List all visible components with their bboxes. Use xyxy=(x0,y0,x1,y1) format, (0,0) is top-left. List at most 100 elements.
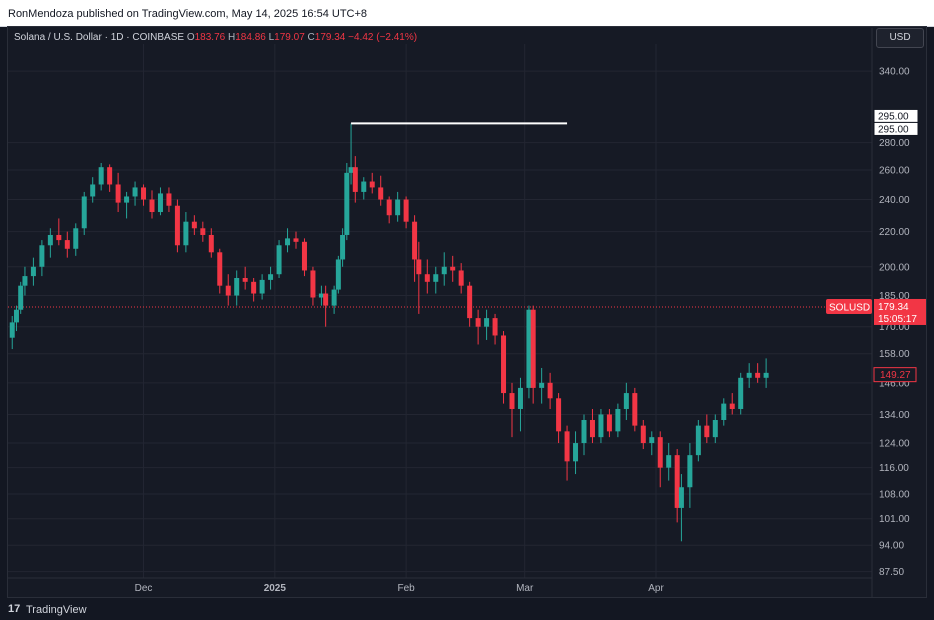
candle-body xyxy=(501,335,507,394)
candle-body xyxy=(412,221,418,260)
candle-body xyxy=(729,403,735,409)
candle-body xyxy=(276,245,282,275)
candle-body xyxy=(285,238,291,246)
candle-body xyxy=(301,241,307,271)
candle-body xyxy=(573,443,579,462)
candle-body xyxy=(141,187,147,200)
candle-body xyxy=(433,274,439,282)
candle-body xyxy=(492,318,498,336)
last-price-label: 179.34 xyxy=(878,302,909,313)
candle-body xyxy=(191,221,197,229)
candle-body xyxy=(738,377,744,409)
candle-body xyxy=(589,419,595,438)
candle-body xyxy=(166,193,172,206)
y-tick-label: 185.00 xyxy=(879,291,910,302)
candle-body xyxy=(623,393,629,409)
candle-body xyxy=(124,196,130,203)
x-tick-label: Feb xyxy=(398,583,416,594)
candle-body xyxy=(721,403,727,420)
candle-body xyxy=(293,238,299,242)
candle-body xyxy=(556,398,562,432)
candle-body xyxy=(632,393,638,426)
last-price-box xyxy=(874,298,926,325)
candle-body xyxy=(13,309,19,323)
y-tick-label: 146.00 xyxy=(879,378,910,389)
x-tick-label: Dec xyxy=(135,583,153,594)
y-tick-label: 170.00 xyxy=(879,322,910,333)
candle-body xyxy=(331,289,337,306)
candle-body xyxy=(157,193,163,213)
candle-body xyxy=(81,196,87,229)
marker-price-label: 149.27 xyxy=(880,370,911,381)
candle-body xyxy=(678,487,684,508)
candle-body xyxy=(517,387,523,409)
candle-body xyxy=(22,276,28,286)
symbol-tag-box xyxy=(826,298,872,314)
high-label: H xyxy=(228,32,236,43)
high-value: 184.86 xyxy=(235,32,266,43)
candle-body xyxy=(598,414,604,438)
tradingview-logo-icon[interactable]: 17 xyxy=(8,603,21,615)
candle-body xyxy=(242,277,248,282)
candle-body xyxy=(386,199,392,216)
y-tick-label: 116.00 xyxy=(879,463,909,474)
candle-body xyxy=(526,309,532,388)
candle-body xyxy=(395,199,401,216)
candle-body xyxy=(484,318,490,327)
candle-body xyxy=(340,234,346,260)
candle-body xyxy=(352,167,358,192)
candle-body xyxy=(539,382,545,388)
open-value: 183.76 xyxy=(194,32,226,43)
candle-body xyxy=(450,266,456,271)
candle-body xyxy=(90,184,96,197)
candle-body xyxy=(149,199,155,213)
footer: 17 TradingView xyxy=(0,598,934,620)
candle-body xyxy=(581,419,587,444)
candle-body xyxy=(268,274,274,280)
candle-body xyxy=(259,279,265,294)
symbol-label[interactable]: Solana / U.S. Dollar · 1D · COINBASE xyxy=(14,32,185,43)
candle-body xyxy=(107,167,113,185)
candle-body xyxy=(208,234,214,253)
chart-frame xyxy=(7,26,927,598)
candle-body xyxy=(615,408,621,432)
candle-body xyxy=(369,181,375,188)
candle-body xyxy=(458,270,464,286)
candle-body xyxy=(712,419,718,438)
candle-body xyxy=(98,167,104,185)
candle-body xyxy=(251,281,257,294)
candle-body xyxy=(361,181,367,192)
x-tick-label: Mar xyxy=(516,583,534,594)
y-tick-label: 134.00 xyxy=(879,410,910,421)
resistance-price-label: 295.00 xyxy=(878,124,909,135)
candle-body xyxy=(132,187,138,197)
resistance-price-label: 295.00 xyxy=(878,111,909,122)
candle-body xyxy=(674,455,680,508)
candle-body xyxy=(39,245,45,267)
candle-body xyxy=(217,252,223,286)
y-tick-label: 200.00 xyxy=(879,262,910,273)
y-tick-label: 158.00 xyxy=(879,349,910,360)
candle-body xyxy=(666,455,672,468)
candle-body xyxy=(9,322,15,338)
candle-body xyxy=(73,228,79,249)
chart-legend: Solana / U.S. Dollar · 1D · COINBASE O18… xyxy=(14,32,417,43)
currency-button[interactable]: USD xyxy=(876,28,924,48)
candle-body xyxy=(746,372,752,378)
candle-body xyxy=(318,293,324,298)
candle-body xyxy=(695,425,701,456)
candle-body xyxy=(115,184,121,203)
candle-body xyxy=(530,309,536,388)
candle-body xyxy=(234,277,240,296)
candle-body xyxy=(416,259,422,275)
candle-body xyxy=(56,234,62,241)
candle-body xyxy=(687,455,693,488)
candle-body xyxy=(606,414,612,432)
footer-brand[interactable]: TradingView xyxy=(26,604,87,616)
low-value: 179.07 xyxy=(274,32,305,43)
candle-body xyxy=(225,285,231,296)
marker-price-box xyxy=(873,367,917,383)
candle-body xyxy=(441,266,447,275)
candle-body xyxy=(378,187,384,200)
